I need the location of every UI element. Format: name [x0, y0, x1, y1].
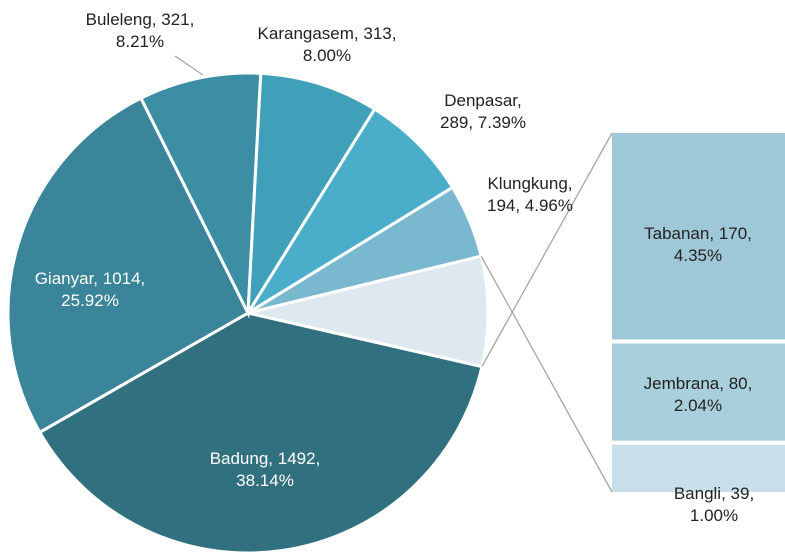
connector — [481, 132, 613, 367]
data-label: Gianyar, 1014, 25.92% — [34, 269, 146, 310]
bar-segment — [612, 444, 785, 492]
data-label: Tabanan, 170, 4.35% — [644, 224, 752, 265]
pie-slice — [246, 107, 455, 315]
data-label: Karangasem, 313, 8.00% — [257, 24, 397, 65]
bar-segment — [612, 133, 785, 340]
leader-line — [174, 55, 204, 76]
data-label: Jembrana, 80, 2.04% — [643, 374, 753, 415]
pie-slice — [37, 311, 484, 553]
pie-slice — [138, 71, 263, 319]
data-label: Klungkung, 194, 4.96% — [486, 174, 573, 215]
pie-slice — [246, 71, 377, 314]
data-label: Badung, 1492, 38.14% — [209, 449, 321, 490]
connector — [480, 255, 613, 493]
data-label: Buleleng, 321, 8.21% — [85, 10, 195, 51]
data-label: Denpasar, 289, 7.39% — [439, 91, 526, 132]
bar-segment — [612, 343, 785, 441]
data-label: Bangli, 39, 1.00% — [673, 484, 755, 525]
pie-slice — [6, 96, 250, 435]
